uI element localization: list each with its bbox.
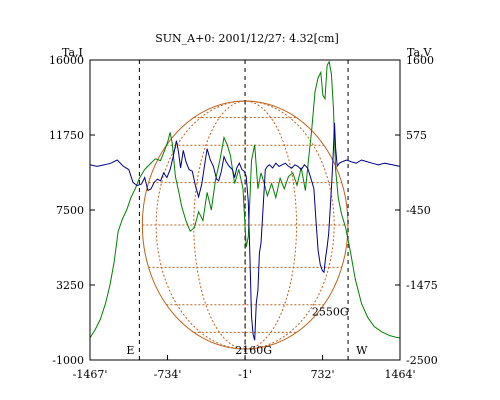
x-tick-label: -1' [238, 368, 252, 381]
field-strength-label: 2550G [312, 305, 349, 318]
right-tick-label: -2500 [406, 354, 438, 367]
limb-markers [138, 60, 349, 360]
x-tick-label: 1464' [384, 368, 415, 381]
right-tick-label: -450 [406, 204, 431, 217]
plot-frame [89, 59, 401, 361]
tick-labels: 16000 11750 7500 3250 -1000 1600 575 -450 -1475 -… [49, 54, 438, 381]
left-tick-label: -1000 [52, 354, 84, 367]
right-tick-label: 575 [406, 129, 427, 142]
field-strength-label: 2160G [235, 344, 272, 357]
chart-title: SUN_A+0: 2001/12/27: 4.32[cm] [155, 32, 339, 45]
polarization-series-line [89, 122, 401, 341]
annotations: E W 2160G 2550G [126, 305, 368, 357]
left-tick-label: 7500 [56, 204, 84, 217]
right-tick-label: -1475 [406, 279, 438, 292]
left-tick-label: 11750 [49, 129, 84, 142]
series-lines [89, 60, 401, 341]
left-tick-label: 16000 [49, 54, 84, 67]
left-axis-label: Ta,I [62, 46, 83, 59]
intensity-series-line [89, 60, 401, 339]
right-tick-label: 1600 [406, 54, 434, 67]
east-label: E [126, 344, 134, 357]
left-tick-label: 3250 [56, 279, 84, 292]
x-tick-label: -1467' [73, 368, 108, 381]
disk-longitude-line [155, 100, 246, 350]
west-label: W [356, 344, 368, 357]
x-tick-label: 732' [311, 368, 335, 381]
right-axis-label: Ta,V [407, 46, 433, 59]
x-tick-label: -734' [154, 368, 182, 381]
disk-longitude-line [245, 100, 335, 350]
